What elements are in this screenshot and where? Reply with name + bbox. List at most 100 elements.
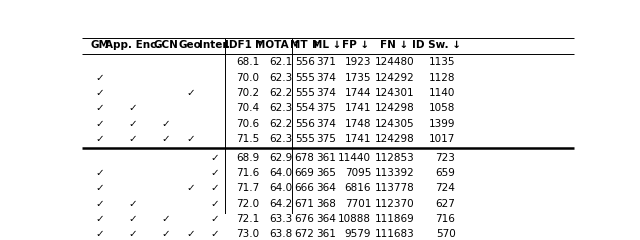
Text: 11440: 11440 — [338, 153, 371, 163]
Text: 72.1: 72.1 — [236, 214, 260, 224]
Text: 555: 555 — [295, 134, 315, 144]
Text: 659: 659 — [436, 168, 456, 178]
Text: 375: 375 — [317, 134, 337, 144]
Text: 1741: 1741 — [345, 134, 371, 144]
Text: ✓: ✓ — [186, 88, 195, 98]
Text: 71.5: 71.5 — [236, 134, 260, 144]
Text: ✓: ✓ — [95, 229, 104, 239]
Text: ✓: ✓ — [211, 199, 219, 209]
Text: 556: 556 — [295, 57, 315, 67]
Text: ✓: ✓ — [211, 153, 219, 163]
Text: 63.8: 63.8 — [269, 229, 292, 239]
Text: 70.0: 70.0 — [237, 73, 260, 83]
Text: 1140: 1140 — [429, 88, 456, 98]
Text: GCN: GCN — [153, 40, 178, 50]
Text: 1744: 1744 — [345, 88, 371, 98]
Text: GM: GM — [90, 40, 109, 50]
Text: 63.3: 63.3 — [269, 214, 292, 224]
Text: ✓: ✓ — [95, 73, 104, 83]
Text: 124480: 124480 — [375, 57, 415, 67]
Text: 113392: 113392 — [375, 168, 415, 178]
Text: 124301: 124301 — [375, 88, 415, 98]
Text: 112853: 112853 — [375, 153, 415, 163]
Text: 1017: 1017 — [429, 134, 456, 144]
Text: ✓: ✓ — [129, 199, 137, 209]
Text: FP ↓: FP ↓ — [342, 40, 369, 50]
Text: 666: 666 — [295, 183, 315, 193]
Text: 676: 676 — [295, 214, 315, 224]
Text: ✓: ✓ — [95, 199, 104, 209]
Text: 1128: 1128 — [429, 73, 456, 83]
Text: ✓: ✓ — [129, 229, 137, 239]
Text: 111869: 111869 — [375, 214, 415, 224]
Text: 124298: 124298 — [375, 134, 415, 144]
Text: 64.2: 64.2 — [269, 199, 292, 209]
Text: MOTA ↑: MOTA ↑ — [255, 40, 301, 50]
Text: 374: 374 — [317, 88, 337, 98]
Text: 1399: 1399 — [429, 119, 456, 129]
Text: 62.1: 62.1 — [269, 57, 292, 67]
Text: ✓: ✓ — [129, 214, 137, 224]
Text: 70.2: 70.2 — [236, 88, 260, 98]
Text: 724: 724 — [436, 183, 456, 193]
Text: ✓: ✓ — [161, 229, 170, 239]
Text: 10888: 10888 — [338, 214, 371, 224]
Text: 556: 556 — [295, 119, 315, 129]
Text: ✓: ✓ — [211, 229, 219, 239]
Text: 112370: 112370 — [375, 199, 415, 209]
Text: 1748: 1748 — [345, 119, 371, 129]
Text: 671: 671 — [295, 199, 315, 209]
Text: 7701: 7701 — [345, 199, 371, 209]
Text: 70.6: 70.6 — [236, 119, 260, 129]
Text: 124298: 124298 — [375, 103, 415, 113]
Text: ✓: ✓ — [186, 229, 195, 239]
Text: ML ↓: ML ↓ — [312, 40, 342, 50]
Text: 723: 723 — [436, 153, 456, 163]
Text: 1135: 1135 — [429, 57, 456, 67]
Text: 70.4: 70.4 — [236, 103, 260, 113]
Text: ✓: ✓ — [95, 214, 104, 224]
Text: 672: 672 — [295, 229, 315, 239]
Text: 71.6: 71.6 — [236, 168, 260, 178]
Text: 9579: 9579 — [345, 229, 371, 239]
Text: 374: 374 — [317, 119, 337, 129]
Text: 555: 555 — [295, 73, 315, 83]
Text: ✓: ✓ — [95, 183, 104, 193]
Text: ✓: ✓ — [95, 168, 104, 178]
Text: ✓: ✓ — [186, 134, 195, 144]
Text: 555: 555 — [295, 88, 315, 98]
Text: ✓: ✓ — [161, 214, 170, 224]
Text: 365: 365 — [317, 168, 337, 178]
Text: Inter.: Inter. — [199, 40, 230, 50]
Text: 62.3: 62.3 — [269, 103, 292, 113]
Text: 364: 364 — [317, 183, 337, 193]
Text: ✓: ✓ — [95, 119, 104, 129]
Text: ✓: ✓ — [129, 103, 137, 113]
Text: 64.0: 64.0 — [269, 168, 292, 178]
Text: ✓: ✓ — [211, 168, 219, 178]
Text: ✓: ✓ — [129, 119, 137, 129]
Text: 124292: 124292 — [375, 73, 415, 83]
Text: 678: 678 — [295, 153, 315, 163]
Text: 1741: 1741 — [345, 103, 371, 113]
Text: IDF1 ↑: IDF1 ↑ — [225, 40, 264, 50]
Text: 6816: 6816 — [345, 183, 371, 193]
Text: 68.1: 68.1 — [236, 57, 260, 67]
Text: ✓: ✓ — [211, 214, 219, 224]
Text: ✓: ✓ — [161, 134, 170, 144]
Text: 72.0: 72.0 — [236, 199, 260, 209]
Text: 1058: 1058 — [429, 103, 456, 113]
Text: 68.9: 68.9 — [236, 153, 260, 163]
Text: ✓: ✓ — [95, 88, 104, 98]
Text: 570: 570 — [436, 229, 456, 239]
Text: ✓: ✓ — [161, 119, 170, 129]
Text: 113778: 113778 — [375, 183, 415, 193]
Text: 1735: 1735 — [345, 73, 371, 83]
Text: 62.2: 62.2 — [269, 119, 292, 129]
Text: App. Enc.: App. Enc. — [105, 40, 161, 50]
Text: ✓: ✓ — [211, 183, 219, 193]
Text: 73.0: 73.0 — [236, 229, 260, 239]
Text: FN ↓: FN ↓ — [380, 40, 408, 50]
Text: 361: 361 — [317, 153, 337, 163]
Text: 64.0: 64.0 — [269, 183, 292, 193]
